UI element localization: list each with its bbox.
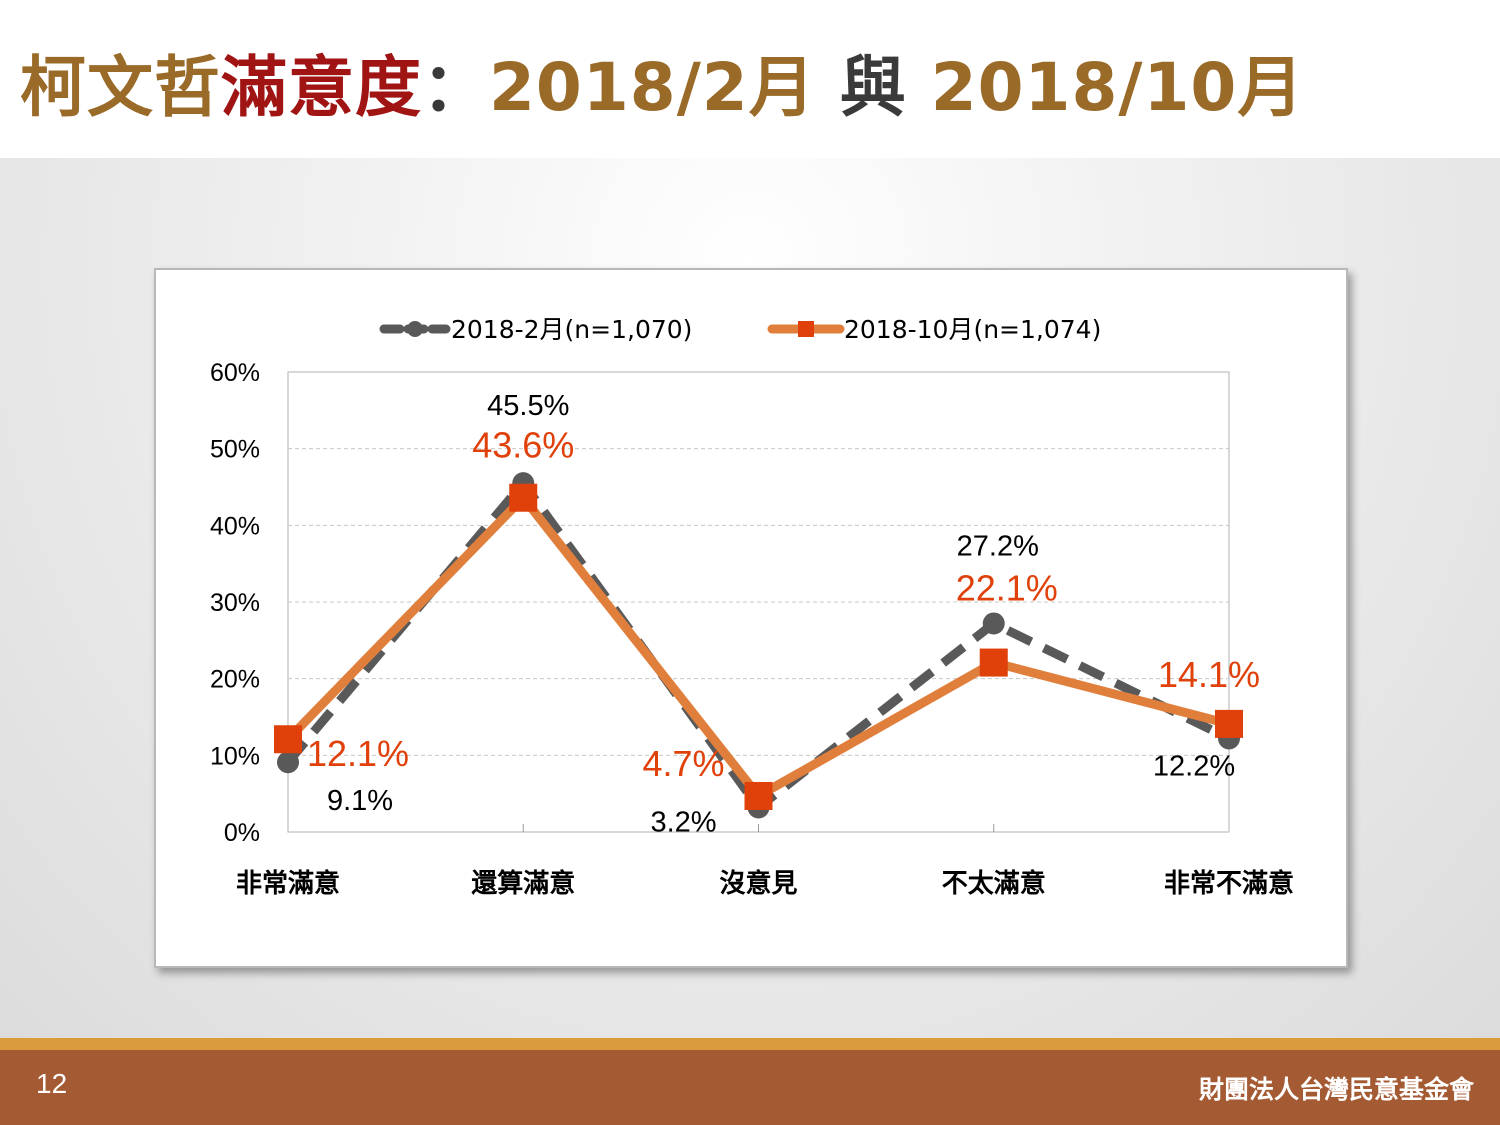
title-part-name: 柯文哲 xyxy=(20,49,221,126)
data-point-2018-feb xyxy=(982,612,1005,635)
data-point-2018-feb xyxy=(277,751,299,774)
y-tick-label: 60% xyxy=(210,359,260,387)
x-category-label: 非常滿意 xyxy=(236,868,340,899)
y-tick-label: 50% xyxy=(210,436,260,464)
data-label-2018-oct: 22.1% xyxy=(956,568,1058,609)
page-number: 12 xyxy=(36,1068,68,1099)
series-line-2018-oct xyxy=(284,493,1231,801)
legend-marker-2018-feb xyxy=(407,321,423,337)
data-point-2018-oct xyxy=(509,483,538,512)
organization-name: 財團法人台灣民意基金會 xyxy=(1198,1075,1474,1104)
title-part-satisfaction: 滿意度 xyxy=(221,49,422,126)
data-point-2018-oct xyxy=(979,648,1008,677)
y-tick-label: 10% xyxy=(210,742,260,770)
data-point-2018-oct xyxy=(1215,709,1243,738)
title-part-colon: ： xyxy=(422,49,489,126)
data-label-2018-feb: 9.1% xyxy=(327,785,393,817)
y-tick-label: 0% xyxy=(224,819,260,847)
y-tick-label: 40% xyxy=(210,512,260,540)
data-label-2018-feb: 45.5% xyxy=(487,390,569,422)
data-label-2018-oct: 12.1% xyxy=(307,733,409,774)
title-part-date-oct: 2018/10月 xyxy=(930,49,1305,126)
data-point-2018-oct xyxy=(274,725,302,754)
x-category-label: 還算滿意 xyxy=(471,868,575,899)
data-label-2018-feb: 27.2% xyxy=(957,530,1039,562)
data-point-2018-oct xyxy=(744,781,773,810)
legend-label-2018-feb: 2018-2月(n=1,070) xyxy=(451,315,692,344)
x-category-label: 沒意見 xyxy=(719,868,797,899)
title-bar: 柯文哲滿意度：2018/2月 與 2018/10月 xyxy=(0,0,1500,158)
data-label-2018-oct: 4.7% xyxy=(642,743,724,784)
slide-title: 柯文哲滿意度：2018/2月 與 2018/10月 xyxy=(20,42,1304,134)
y-tick-label: 30% xyxy=(210,589,260,617)
data-label-2018-oct: 14.1% xyxy=(1158,654,1260,695)
y-tick-label: 20% xyxy=(210,666,260,694)
line-chart: 0% 10% 20% 30% 40% 50% 60% 非常滿意 還算滿意 沒意見 不太滿意 非常不滿意… xyxy=(210,315,1294,899)
title-part-date-feb: 2018/2月 xyxy=(489,49,816,126)
data-label-2018-feb: 12.2% xyxy=(1153,750,1235,782)
x-category-label: 非常不滿意 xyxy=(1164,868,1294,899)
footer-stripe xyxy=(0,1038,1500,1050)
data-label-2018-oct: 43.6% xyxy=(472,425,574,466)
chart-frame: 0% 10% 20% 30% 40% 50% 60% 非常滿意 還算滿意 沒意見 不太滿意 非常不滿意… xyxy=(154,268,1348,968)
footer-bar: 12 財團法人台灣民意基金會 xyxy=(0,1050,1500,1125)
legend-label-2018-oct: 2018-10月(n=1,074) xyxy=(844,315,1101,344)
legend-marker-2018-oct xyxy=(798,321,814,337)
x-category-label: 不太滿意 xyxy=(942,868,1046,899)
data-label-2018-feb: 3.2% xyxy=(650,806,716,838)
title-part-and: 與 xyxy=(815,49,931,126)
series-line-2018-feb xyxy=(284,478,1231,812)
